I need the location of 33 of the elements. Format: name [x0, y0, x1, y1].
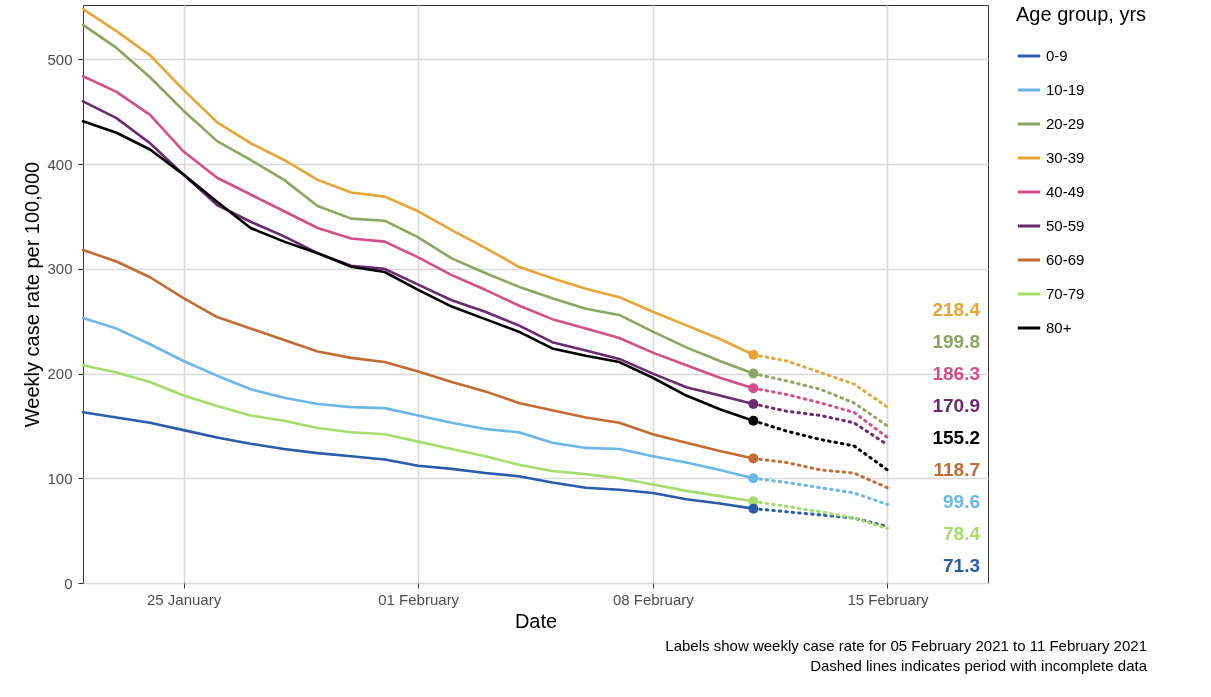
y-tick-label: 300 [47, 260, 73, 278]
x-tick-label: 01 February [378, 590, 460, 608]
y-tick-label: 100 [47, 469, 73, 487]
annotation: 155.2 [932, 427, 980, 449]
legend-label: 10-19 [1046, 81, 1085, 98]
annotation: 118.7 [933, 459, 980, 481]
annotation: 170.9 [932, 395, 980, 417]
x-tick-label: 08 February [612, 590, 695, 608]
y-tick-label: 200 [47, 365, 73, 383]
legend-label: 70-79 [1046, 285, 1085, 302]
legend-label: 80+ [1046, 319, 1072, 336]
x-tick-label: 15 February [847, 590, 929, 608]
y-tick-label: 0 [64, 574, 73, 592]
annotation: 186.3 [932, 363, 980, 385]
x-tick-label: 25 January [146, 590, 222, 608]
y-axis-title: Weekly case rate per 100,000 [21, 161, 44, 428]
legend-label: 20-29 [1046, 115, 1085, 132]
legend-label: 50-59 [1046, 217, 1085, 234]
y-tick-label: 400 [47, 155, 73, 173]
text: Labels show weekly case rate for 05 February 2021 to 11 February 2021 [665, 637, 1147, 654]
annotation: 71.3 [943, 555, 980, 577]
annotation: 99.6 [943, 491, 980, 513]
text: Dashed lines indicates period with incomplete data [810, 657, 1148, 674]
x-axis-title: Date [514, 609, 558, 632]
annotation: 78.4 [943, 523, 981, 545]
legend-label: 40-49 [1046, 183, 1085, 200]
legend-label: 0-9 [1046, 47, 1068, 64]
annotation: 218.4 [932, 299, 981, 321]
annotation: 199.8 [932, 331, 980, 353]
legend-label: 60-69 [1046, 251, 1085, 268]
legend-title: Age group, yrs [1016, 3, 1147, 25]
y-tick-label: 500 [47, 50, 73, 68]
legend-label: 30-39 [1046, 149, 1085, 166]
